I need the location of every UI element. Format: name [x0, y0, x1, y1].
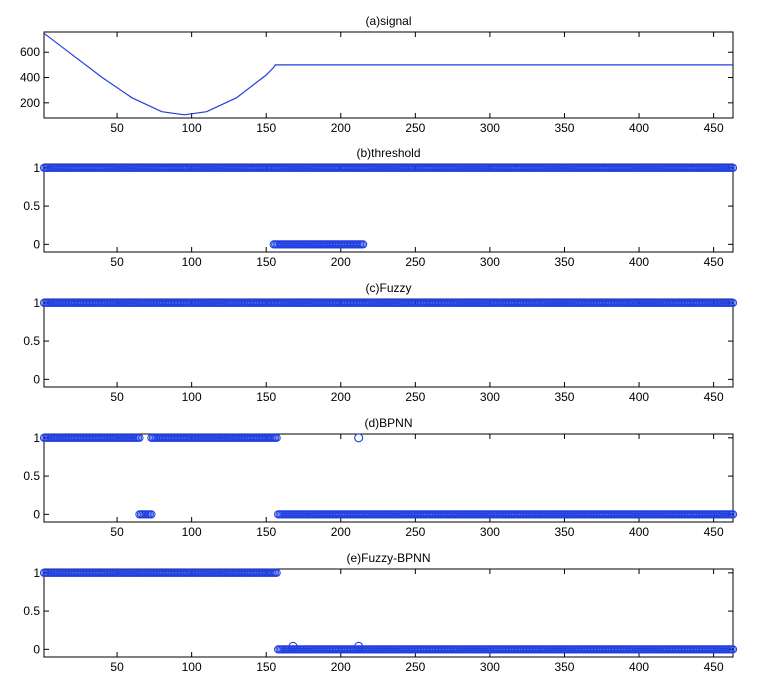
y-tick-label: 0.5 [23, 334, 40, 348]
data-point [272, 433, 281, 442]
y-tick-label: 0 [33, 507, 40, 521]
data-point [288, 641, 298, 651]
data-point [354, 641, 364, 651]
data-point [354, 433, 364, 443]
x-tick-label: 350 [554, 525, 574, 539]
marker-run [135, 510, 156, 519]
x-tick-label: 100 [182, 390, 202, 404]
x-tick-label: 50 [110, 525, 124, 539]
x-tick-label: 150 [256, 121, 276, 135]
x-tick-label: 400 [629, 121, 649, 135]
marker-run [39, 568, 281, 577]
subplot-title: (c)Fuzzy [366, 281, 412, 295]
x-tick-label: 100 [182, 660, 202, 674]
x-tick-label: 100 [182, 121, 202, 135]
x-tick-label: 300 [480, 390, 500, 404]
subplot-title: (b)threshold [356, 146, 420, 160]
subplot-3: (c)Fuzzy 50 100 150 200 250 300 350 400 450 0 0.5 1 [23, 281, 738, 404]
marker-run [39, 163, 738, 172]
x-tick-label: 450 [704, 525, 724, 539]
x-tick-label: 350 [554, 390, 574, 404]
marker-run [274, 510, 738, 519]
x-tick-label: 150 [256, 390, 276, 404]
x-tick-label: 400 [629, 390, 649, 404]
x-tick-label: 200 [331, 660, 351, 674]
x-tick-label: 250 [405, 255, 425, 269]
x-tick-label: 300 [480, 121, 500, 135]
y-tick-label: 1 [33, 161, 40, 175]
x-tick-label: 450 [704, 390, 724, 404]
x-tick-label: 100 [182, 525, 202, 539]
y-tick-label: 0.5 [23, 604, 40, 618]
y-tick-label: 1 [33, 431, 40, 445]
y-tick-label: 0 [33, 372, 40, 386]
x-tick-label: 150 [256, 525, 276, 539]
axes-box [43, 433, 734, 523]
marker-run [39, 433, 144, 442]
data-point [359, 240, 368, 249]
data-point [135, 433, 144, 442]
marker-run [269, 240, 368, 249]
x-tick-label: 350 [554, 121, 574, 135]
data-point [147, 510, 156, 519]
marker-run [147, 433, 281, 442]
x-tick-label: 250 [405, 390, 425, 404]
subplot-2: (b)threshold 50 100 150 200 250 300 350 400 450 0 0… [23, 146, 738, 269]
axes-box [43, 568, 734, 658]
subplot-title: (d)BPNN [364, 416, 412, 430]
x-tick-label: 200 [331, 390, 351, 404]
x-tick-label: 250 [405, 525, 425, 539]
x-tick-label: 50 [110, 255, 124, 269]
x-tick-label: 300 [480, 660, 500, 674]
x-tick-label: 300 [480, 255, 500, 269]
marker-run [274, 645, 738, 654]
subplot-title: (a)signal [365, 14, 411, 28]
subplot-4: (d)BPNN 50 100 150 200 250 300 350 400 450 0 0.5 1 [23, 416, 738, 539]
data-point [728, 163, 738, 172]
data-point [272, 568, 281, 577]
x-tick-label: 50 [110, 121, 124, 135]
x-tick-label: 200 [331, 525, 351, 539]
y-tick-label: 1 [33, 296, 40, 310]
y-tick-label: 200 [20, 96, 40, 110]
subplot-title: (e)Fuzzy-BPNN [346, 551, 430, 565]
x-tick-label: 250 [405, 660, 425, 674]
data-point [728, 645, 738, 654]
x-tick-label: 100 [182, 255, 202, 269]
x-tick-label: 450 [704, 255, 724, 269]
y-tick-label: 600 [20, 45, 40, 59]
y-tick-label: 0 [33, 237, 40, 251]
marker-run [39, 298, 738, 307]
x-tick-label: 450 [704, 121, 724, 135]
signal-line [43, 32, 733, 116]
x-tick-label: 300 [480, 525, 500, 539]
x-tick-label: 200 [331, 121, 351, 135]
y-tick-label: 0 [33, 642, 40, 656]
x-tick-label: 350 [554, 660, 574, 674]
x-tick-label: 350 [554, 255, 574, 269]
x-tick-label: 450 [704, 660, 724, 674]
x-tick-label: 50 [110, 390, 124, 404]
x-tick-label: 150 [256, 660, 276, 674]
y-tick-label: 1 [33, 566, 40, 580]
x-tick-label: 200 [331, 255, 351, 269]
y-tick-label: 0.5 [23, 199, 40, 213]
x-tick-label: 400 [629, 525, 649, 539]
x-tick-label: 50 [110, 660, 124, 674]
subplot-5: (e)Fuzzy-BPNN 50 100 150 200 250 300 350 400 450 0… [23, 551, 738, 674]
axes-box [43, 163, 734, 253]
x-tick-label: 150 [256, 255, 276, 269]
axes-box [43, 31, 734, 119]
x-tick-label: 400 [629, 255, 649, 269]
x-tick-label: 250 [405, 121, 425, 135]
data-point [728, 510, 738, 519]
y-tick-label: 400 [20, 71, 40, 85]
data-point [728, 298, 738, 307]
x-tick-label: 400 [629, 660, 649, 674]
subplot-1: (a)signal 50 100 150 200 250 300 350 400 450 200 40… [20, 14, 734, 135]
axes-box [43, 298, 734, 388]
y-tick-label: 0.5 [23, 469, 40, 483]
